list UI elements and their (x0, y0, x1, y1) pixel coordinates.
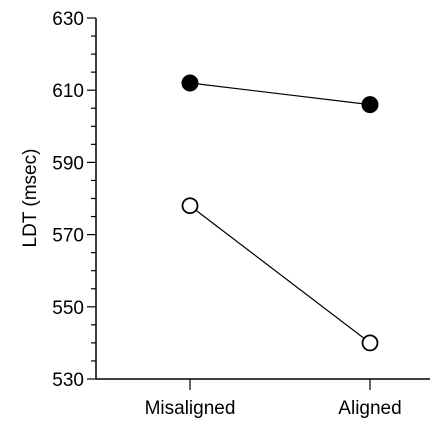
y-tick-label: 590 (52, 153, 84, 174)
y-tick-label: 610 (52, 81, 84, 102)
series-1-point-0 (181, 197, 199, 215)
x-tick-label: Aligned (338, 398, 401, 419)
series-1-point-1 (361, 334, 379, 352)
y-ticks: 530 550 570 590 610 630 (52, 9, 96, 391)
x-axis: Misaligned Aligned (96, 378, 430, 419)
y-axis: 530 550 570 590 610 630 (52, 9, 97, 391)
x-tick-label: Misaligned (145, 398, 236, 419)
series-layer (181, 74, 379, 352)
y-tick-label: 530 (52, 370, 84, 391)
series-0-point-0 (181, 74, 199, 92)
x-ticks: Misaligned Aligned (145, 379, 402, 419)
series-0-line (189, 82, 371, 106)
series-0-point-1 (361, 96, 379, 114)
y-tick-label: 570 (52, 226, 84, 247)
y-tick-label: 550 (52, 298, 84, 319)
series-1-line (189, 205, 371, 344)
y-tick-label: 630 (52, 9, 84, 30)
y-axis-title: LDT (msec) (20, 149, 41, 248)
